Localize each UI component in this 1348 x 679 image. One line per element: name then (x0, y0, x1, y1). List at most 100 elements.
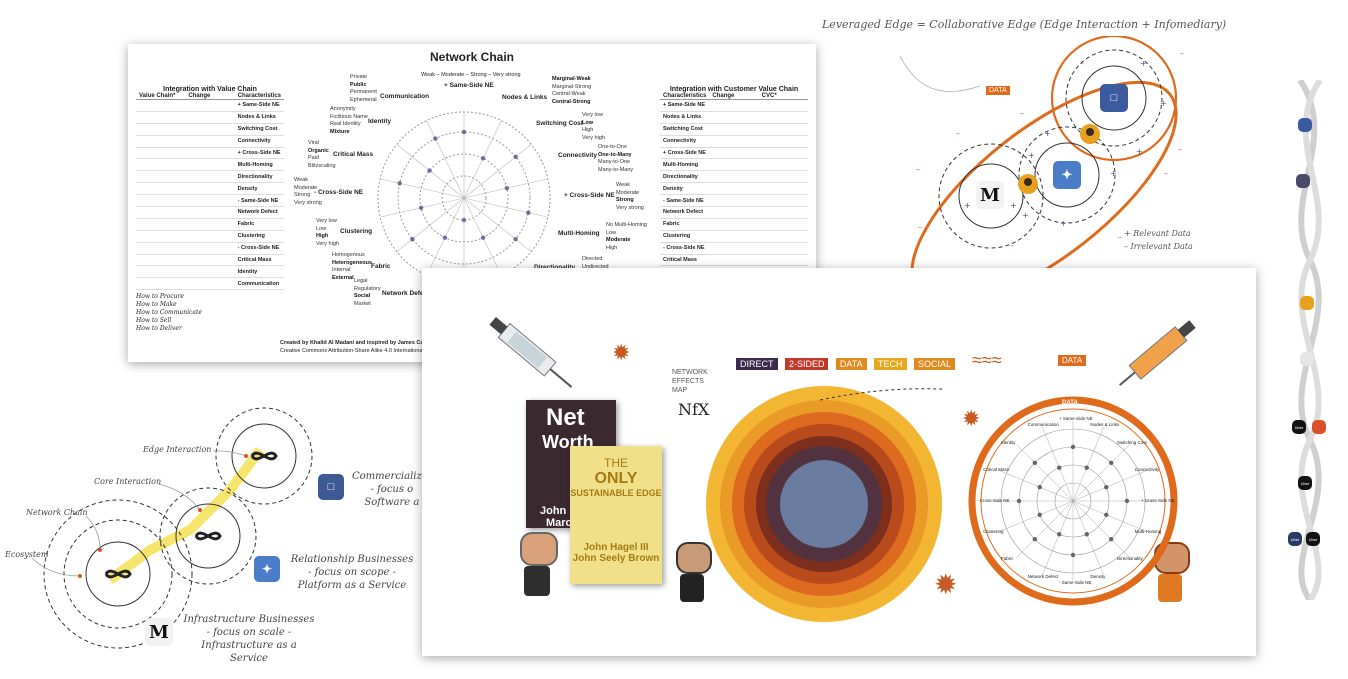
radar-spoke (1042, 500, 1074, 576)
credit-line: Created by Khalid Al Madani and inspired… (280, 340, 440, 346)
orange-radar-label: Clustering (983, 529, 1004, 535)
table-row: + Cross-Side NE (136, 148, 284, 160)
commercial-text: Commercializat - focus o Software a (352, 471, 432, 508)
how-to-item: How to Procure (136, 293, 184, 300)
characteristic-cell: + Cross-Side NE (237, 150, 281, 156)
radar-point (418, 205, 424, 210)
svg-text:+: + (1140, 59, 1147, 68)
radar-point (1037, 512, 1042, 517)
table-row: Directionality (136, 171, 284, 184)
table-row: + Cross-Side NE (660, 148, 808, 160)
radar-point (433, 136, 438, 141)
legend-relevant: + Relevant Data (1124, 229, 1191, 238)
zoom-logo-commercial: □ (318, 474, 344, 500)
radar-point (513, 154, 518, 160)
radar-spoke (1072, 500, 1130, 558)
radar-spoke (396, 197, 465, 252)
radar-label-clustering: Clustering (340, 228, 373, 235)
radar-label-neg-cross: - Cross-Side NE (314, 189, 364, 196)
radar-point (442, 235, 448, 240)
tag-tech: TECH (874, 358, 907, 370)
characteristic-cell: Clustering (663, 233, 691, 240)
radar-spoke (1016, 444, 1074, 502)
svg-text:+: + (1022, 211, 1029, 220)
opts-multi-homing: No Multi-Homing Low Moderate High (606, 222, 647, 251)
orange-radar-label: - Cross-Side NE (977, 498, 1010, 503)
radar-spoke (1072, 426, 1104, 502)
col-characteristics-r: Characteristics (663, 93, 707, 99)
col-cvc: CVC* (761, 93, 777, 99)
svg-text:–: – (1118, 233, 1122, 242)
table-row: Nodes & Links (660, 112, 808, 124)
orange-radar-label: - Same-Side NE (1059, 580, 1092, 585)
characteristic-cell: Directionality (237, 173, 273, 180)
value-chain-table-header: Integration with Value Chain (163, 86, 257, 93)
characteristic-cell: Multi-Homing (237, 161, 273, 168)
medium-logo-edge: M (976, 181, 1004, 209)
table-row: Multi-Homing (136, 159, 284, 172)
opts-directionality: Directed Undirected (582, 256, 609, 270)
characteristic-cell: Identity (237, 268, 258, 275)
dna-uber-badge: Uber (1306, 532, 1320, 546)
sheet-title: Network Chain (429, 50, 514, 64)
svg-text:+: + (1010, 201, 1017, 210)
radar-point (1032, 460, 1038, 466)
orange-radar-label: Directionality (1116, 555, 1143, 561)
tag-social: SOCIAL (914, 358, 956, 370)
customer-value-chain-table: Integration with Customer Value Chain Ch… (660, 86, 808, 279)
twitter-logo-edge: ✦ (1053, 161, 1081, 189)
figurine-left-icon (520, 532, 558, 598)
table-row: Fabric (660, 219, 808, 231)
dna-icon: ✹ (612, 340, 631, 365)
radar-point (1104, 512, 1109, 517)
characteristic-cell: + Same-Side NE (663, 102, 706, 109)
interactions-diagram (31, 407, 313, 649)
characteristic-cell: - Same-Side NE (663, 197, 704, 204)
label-edge-interaction: Edge Interaction (143, 445, 212, 454)
dna-badge-icon (1296, 174, 1310, 188)
table-row: Density (660, 183, 808, 196)
orange-radar-label: Critical Mass (983, 466, 1009, 472)
radar-point (504, 186, 510, 191)
radar-point (397, 181, 402, 186)
svg-text:+: + (1028, 151, 1035, 160)
radar-spoke (463, 197, 532, 252)
table-row: - Same-Side NE (660, 195, 808, 208)
table-row: - Cross-Side NE (660, 243, 808, 255)
col-value-chain: Value Chain* (139, 93, 176, 99)
opts-identity: Anonymity Fictitious Name Real Identity Mix… (330, 106, 368, 135)
table-row: Clustering (660, 231, 808, 243)
radar-spoke (380, 178, 465, 199)
table-row: + Same-Side NE (660, 100, 808, 112)
table-row: Density (136, 183, 284, 196)
license-line: Creative Commons Attribution-Share Alike… (280, 348, 429, 354)
map-title: NETWORK EFFECTS MAP (672, 369, 708, 394)
characteristic-cell: Connectivity (663, 138, 697, 145)
radar-point (1108, 460, 1114, 466)
svg-text:+: + (964, 201, 971, 210)
characteristic-cell: Switching Cost (663, 126, 703, 133)
network-chain-radar (377, 111, 551, 285)
book-only-sustainable-edge: THE ONLY SUSTAINABLE EDGE John Hagel III… (570, 446, 662, 584)
radar-spoke (998, 470, 1074, 502)
opts-fabric: Homogenous Heterogeneous Internal External (332, 252, 373, 281)
syringe-left-icon (489, 317, 573, 388)
radar-label-network-defect: Network Defe (382, 290, 424, 297)
radar-label-nodes: Nodes & Links (502, 94, 548, 101)
how-to-item: How to Sell (136, 317, 172, 324)
dna-icon: ✹ (934, 569, 958, 600)
tag-data: DATA (835, 358, 867, 370)
orange-radar-label: Fabric (1001, 555, 1014, 561)
radar-label-same-side: + Same-Side NE (444, 82, 494, 89)
radar-point (526, 210, 531, 215)
dna-icon: ✹ (962, 406, 981, 431)
orange-radar-label: Network Defect (1027, 573, 1059, 579)
col-characteristics: Characteristics (237, 93, 282, 99)
orange-radar-label: Density (1090, 573, 1106, 579)
characteristic-cell: Clustering (237, 233, 265, 240)
radar-spoke (1042, 426, 1074, 502)
network-effects-rings (706, 386, 944, 622)
relationship-text: Relationship Businesses - focus on scope … (290, 554, 414, 591)
dna-uber-badge: Uber (1288, 532, 1302, 546)
legend-irrelevant: – Irrelevant Data (1124, 242, 1193, 251)
